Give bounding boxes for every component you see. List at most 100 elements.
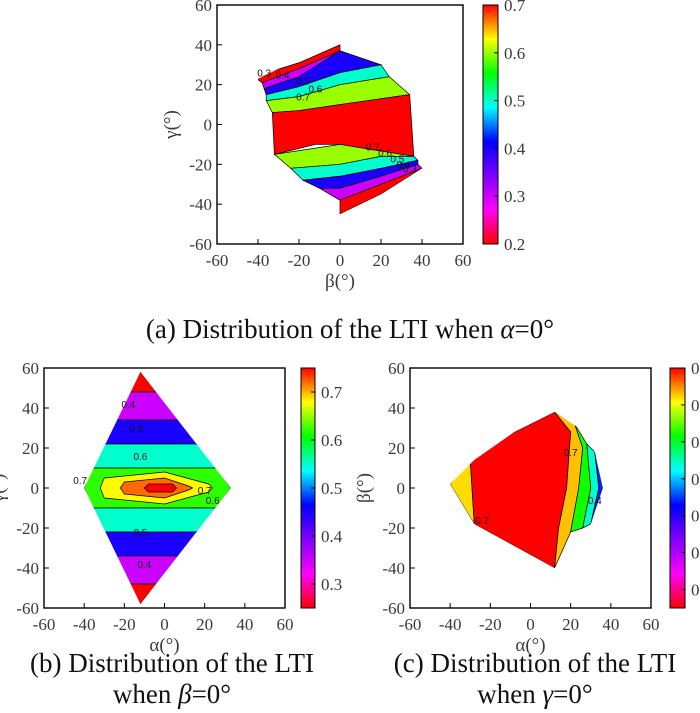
colorbar-tick-label: 0.2	[504, 235, 525, 254]
x-tick-label: 60	[277, 615, 294, 634]
contour-label: 0.6	[133, 452, 147, 463]
y-tick-label: 40	[388, 399, 405, 418]
x-tick-label: 0	[160, 615, 169, 634]
contour-label: 0.4	[397, 160, 411, 171]
caption-c-line2: when γ=0°	[477, 679, 592, 709]
x-tick-label: -20	[288, 251, 311, 270]
colorbar-tick-label: 0.6	[504, 44, 525, 63]
colorbar-tick-label: 0.7	[691, 359, 700, 378]
y-tick-label: 20	[22, 439, 39, 458]
chart-c: 0.7 0.7 0.4 -60 -40 -20 0 20 40 60 -60 -40 -20 0 20 40 6…	[354, 359, 700, 656]
contour-label: 0.5	[296, 77, 310, 88]
caption-b-prefix: when	[113, 679, 178, 709]
y-tick-label: 60	[195, 0, 212, 15]
chart-b: 0.40.50.60.70.70.60.50.4-60 -40 -20 0 20 40 60…	[0, 359, 343, 656]
colorbar-tick-label: 0.3	[321, 575, 342, 594]
x-tick-label: 20	[373, 251, 390, 270]
x-tick-label: 40	[602, 615, 619, 634]
x-tick-label: 60	[643, 615, 660, 634]
contour-label: 0.5	[133, 528, 147, 539]
y-axis-label: β(°)	[354, 473, 375, 503]
colorbar-tick-label: 0.4	[691, 470, 700, 489]
contour-label: 0.6	[308, 85, 322, 96]
caption-c-prefix: when	[477, 679, 542, 709]
contour-label: 0.5	[129, 424, 143, 435]
contour-label: 0.7	[296, 93, 310, 104]
y-tick-label: 0	[204, 116, 213, 135]
y-tick-label: -20	[189, 155, 212, 174]
caption-a-var: α	[500, 314, 515, 344]
y-axis-label: γ(°)	[0, 474, 9, 504]
contour-label: 0.7	[564, 448, 578, 459]
y-tick-label: -60	[16, 599, 39, 618]
caption-c-line1: (c) Distribution of the LTI	[394, 648, 676, 678]
caption-a-prefix: (a) Distribution of the LTI when	[146, 314, 500, 344]
y-tick-label: 60	[22, 359, 39, 378]
x-tick-label: -40	[439, 615, 462, 634]
x-tick-label: 20	[562, 615, 579, 634]
y-tick-label: -60	[189, 235, 212, 254]
colorbar-tick-label: 0.4	[321, 527, 343, 546]
colorbar-tick-label: 0.2	[691, 544, 700, 563]
colorbar-tick-label: 0.1	[691, 581, 700, 600]
caption-c-suffix: =0°	[553, 679, 593, 709]
contour-label: 0.7	[475, 516, 489, 527]
y-tick-label: -40	[189, 195, 212, 214]
colorbar	[669, 367, 686, 609]
contour-label: 0.6	[378, 148, 392, 159]
contour-label: 0.3	[257, 69, 271, 80]
y-tick-label: 0	[397, 479, 406, 498]
contour-bands	[450, 412, 603, 568]
contour-band	[143, 483, 178, 493]
contour-label: 0.7	[366, 142, 380, 153]
y-tick-label: 20	[388, 439, 405, 458]
caption-b-line1: (b) Distribution of the LTI	[30, 648, 314, 678]
colorbar-tick-label: 0.6	[321, 431, 342, 450]
contour-label: 0.3	[403, 164, 417, 175]
colorbar-tick-label: 0.7	[504, 0, 526, 15]
y-tick-label: 20	[195, 76, 212, 95]
caption-b-line2: when β=0°	[113, 679, 231, 709]
colorbar-tick-label: 0.3	[691, 507, 700, 526]
x-tick-label: 40	[414, 251, 431, 270]
contour-label: 0.4	[121, 400, 135, 411]
x-tick-label: 60	[455, 251, 472, 270]
x-tick-label: -60	[33, 615, 56, 634]
y-tick-label: 0	[31, 479, 40, 498]
contour-band	[469, 412, 572, 568]
caption-a-suffix: =0°	[515, 314, 555, 344]
x-tick-label: -60	[206, 251, 229, 270]
x-tick-label: -40	[247, 251, 270, 270]
colorbar-tick-label: 0.3	[504, 187, 525, 206]
y-tick-label: -40	[16, 559, 39, 578]
contour-band	[101, 531, 202, 557]
x-axis-label: β(°)	[325, 271, 355, 292]
chart-a: 0.3 0.40.50.60.70.70.60.50.40.3-60 -40 -20 0…	[161, 0, 526, 292]
y-tick-label: -40	[382, 559, 405, 578]
colorbar-tick-label: 0.7	[321, 383, 343, 402]
y-tick-label: -20	[16, 519, 39, 538]
contour-band	[91, 443, 218, 469]
y-tick-label: 60	[388, 359, 405, 378]
x-axis-label: α(°)	[149, 635, 179, 656]
x-axis-label: α(°)	[515, 635, 545, 656]
caption-b-var: β	[177, 679, 192, 709]
contour-band	[101, 419, 202, 445]
caption-b-suffix: =0°	[192, 679, 232, 709]
contour-band	[127, 583, 158, 604]
x-tick-label: -20	[113, 615, 136, 634]
colorbar	[482, 4, 499, 245]
contour-label: 0.4	[276, 71, 290, 82]
colorbar-tick-label: 0.5	[691, 433, 700, 452]
x-tick-label: -40	[73, 615, 96, 634]
y-tick-label: -60	[382, 599, 405, 618]
caption-c-var: γ	[543, 679, 555, 709]
x-tick-label: -60	[399, 615, 422, 634]
x-tick-label: 0	[336, 251, 345, 270]
x-tick-label: -20	[479, 615, 502, 634]
contour-label: 0.5	[390, 154, 404, 165]
contour-label: 0.6	[206, 496, 220, 507]
x-tick-label: 20	[196, 615, 213, 634]
y-tick-label: -20	[382, 519, 405, 538]
